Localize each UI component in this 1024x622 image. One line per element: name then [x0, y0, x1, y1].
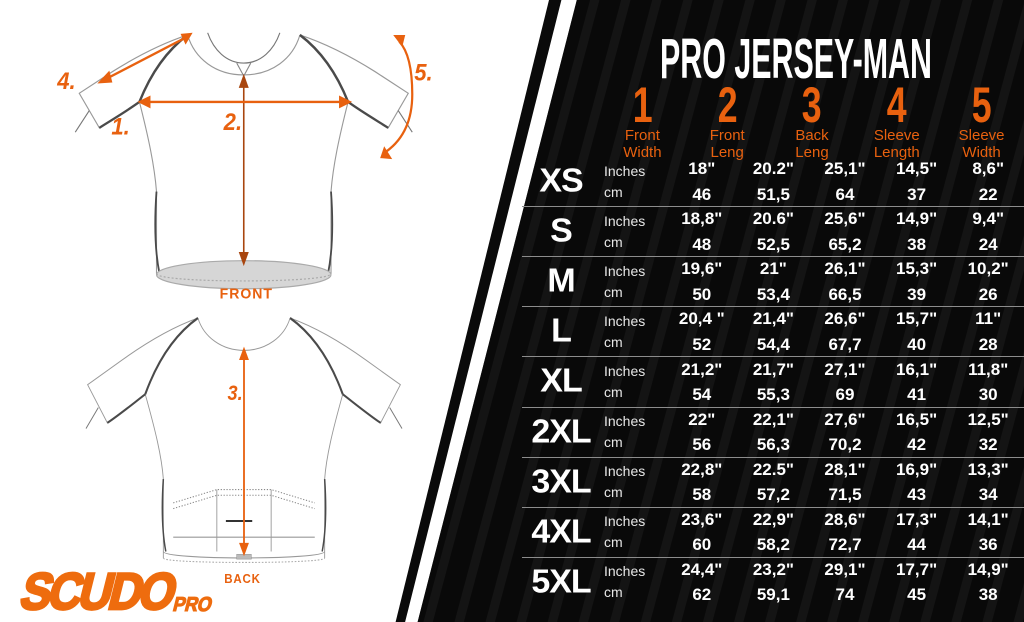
svg-text:4.: 4. — [56, 67, 75, 94]
svg-text:5.: 5. — [414, 59, 432, 86]
svg-text:FRONT: FRONT — [220, 286, 273, 303]
svg-text:SCUDO: SCUDO — [15, 562, 182, 620]
svg-text:1.: 1. — [111, 113, 129, 140]
svg-text:BACK: BACK — [224, 571, 261, 586]
svg-text:3.: 3. — [228, 382, 243, 406]
svg-text:PRO: PRO — [171, 593, 215, 616]
svg-text:2.: 2. — [223, 108, 242, 135]
